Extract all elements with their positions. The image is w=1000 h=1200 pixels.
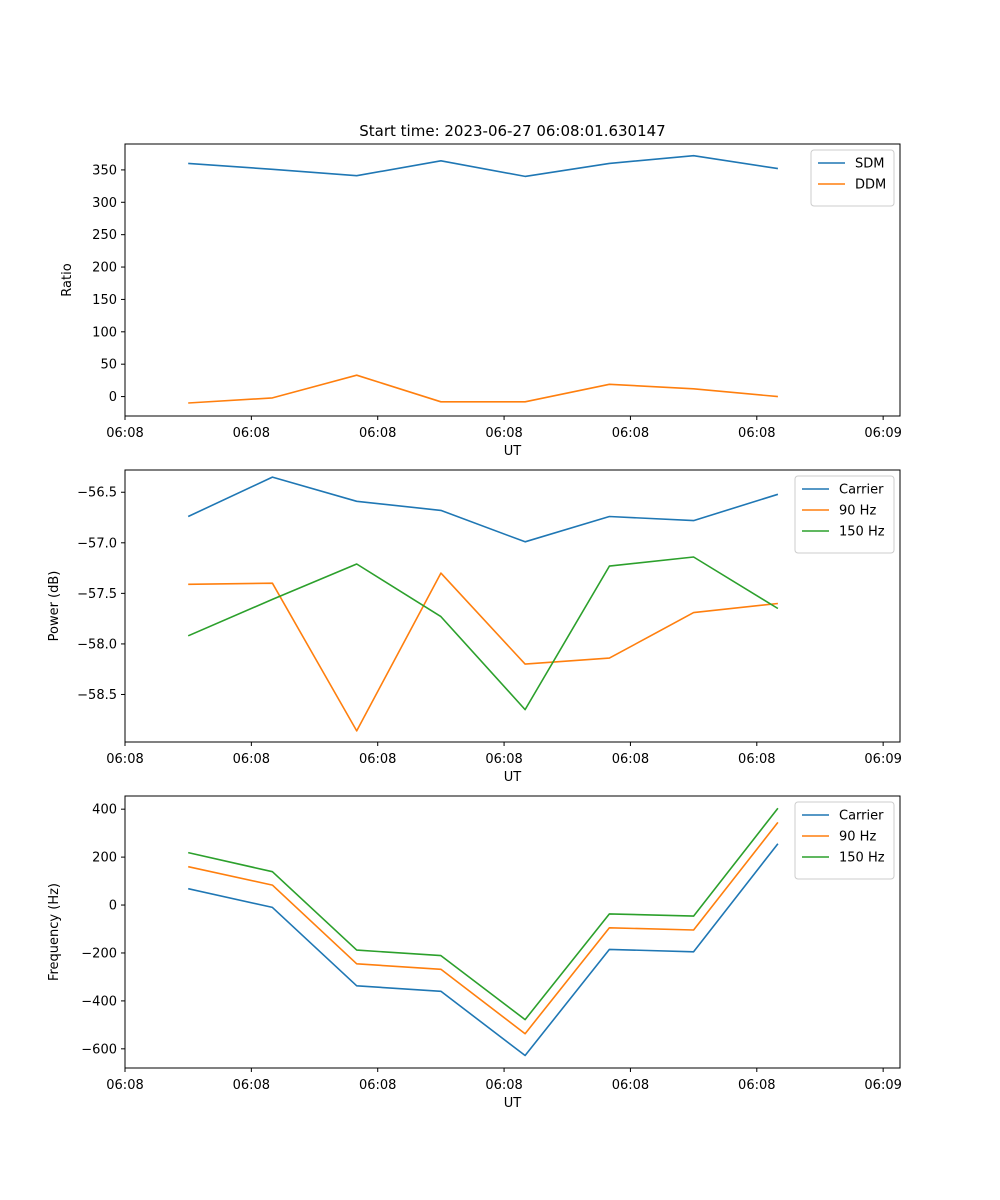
y-tick-label: 300 [92,196,117,211]
series-line-150-hz [187,556,779,711]
y-tick-label: 100 [92,325,117,340]
x-tick-label: 06:08 [233,752,270,767]
figure-title: Start time: 2023-06-27 06:08:01.630147 [359,122,665,140]
x-tick-label: 06:08 [106,752,143,767]
y-tick-label: −58.0 [77,637,117,652]
legend: Carrier 90 Hz 150 Hz [794,801,895,880]
series-line-90-hz [188,572,778,732]
legend-label: SDM [855,157,884,172]
legend-box [810,149,895,207]
y-tick-label: 400 [92,803,117,818]
x-tick-label: 06:08 [485,752,522,767]
x-tick-label: 06:08 [738,752,775,767]
series-line-90-hz [188,821,779,1035]
y-tick-label: −200 [81,946,117,961]
legend-label: 90 Hz [839,504,876,519]
series-line-150-hz [188,807,779,1021]
x-tick-label: 06:08 [485,426,522,441]
axes-frame [124,469,901,743]
x-tick-label: 06:09 [864,752,901,767]
x-tick-label: 06:08 [612,426,649,441]
y-tick-label: 0 [109,390,117,405]
legend-label: 150 Hz [839,851,885,866]
x-tick-label: 06:08 [359,426,396,441]
y-axis-label: Ratio [60,263,75,296]
axes-frame [124,795,901,1069]
y-tick-label: −57.0 [77,536,117,551]
x-tick-label: 06:08 [485,1078,522,1093]
x-axis-label: UT [504,770,522,785]
series-line-sdm [188,154,779,178]
legend-label: 150 Hz [839,525,885,540]
x-tick-label: 06:08 [233,1078,270,1093]
legend-label: 90 Hz [839,830,876,845]
x-tick-label: 06:08 [612,752,649,767]
y-tick-label: 0 [109,899,117,914]
panels: 06:08 06:08 06:08 06:08 06:08 06:08 06:09 0 50 10… [47,143,902,1111]
x-tick-label: 06:08 [738,1078,775,1093]
y-axis-label: Frequency (Hz) [47,883,62,981]
x-axis-label: UT [504,1096,522,1111]
chart-panel-3: 06:08 06:08 06:08 06:08 06:08 06:08 06:09 −600 −… [47,795,902,1111]
legend-label: Carrier [839,483,884,498]
x-tick-label: 06:08 [359,752,396,767]
legend-box [794,475,895,554]
legend-box [794,801,895,880]
x-tick-label: 06:08 [359,1078,396,1093]
chart-panel-2: 06:08 06:08 06:08 06:08 06:08 06:08 06:09 −58.5… [47,469,902,785]
x-tick-label: 06:09 [864,1078,901,1093]
x-tick-label: 06:08 [233,426,270,441]
y-tick-label: 50 [100,358,117,373]
legend-label: DDM [855,178,886,193]
series-line-ddm [188,374,778,404]
legend: Carrier 90 Hz 150 Hz [794,475,895,554]
y-tick-label: 200 [92,851,117,866]
y-tick-label: 150 [92,293,117,308]
y-tick-label: −58.5 [77,688,117,703]
y-axis-label: Power (dB) [47,571,62,642]
series-line-carrier [188,843,779,1057]
chart-panel-1: 06:08 06:08 06:08 06:08 06:08 06:08 06:09 0 50 10… [60,143,902,459]
y-tick-label: −400 [81,994,117,1009]
x-tick-label: 06:08 [738,426,775,441]
x-tick-label: 06:09 [864,426,901,441]
y-tick-label: 200 [92,261,117,276]
axes-frame [124,143,901,417]
x-tick-label: 06:08 [106,426,143,441]
legend-label: Carrier [839,809,884,824]
x-axis-label: UT [504,444,522,459]
x-tick-label: 06:08 [612,1078,649,1093]
y-tick-label: −57.5 [77,587,117,602]
x-tick-label: 06:08 [106,1078,143,1093]
y-tick-label: 350 [92,163,117,178]
y-tick-label: 250 [92,228,117,243]
y-tick-label: −56.5 [77,486,117,501]
legend: SDM DDM [810,149,895,207]
series-line-carrier [187,476,779,543]
y-tick-label: −600 [81,1042,117,1057]
